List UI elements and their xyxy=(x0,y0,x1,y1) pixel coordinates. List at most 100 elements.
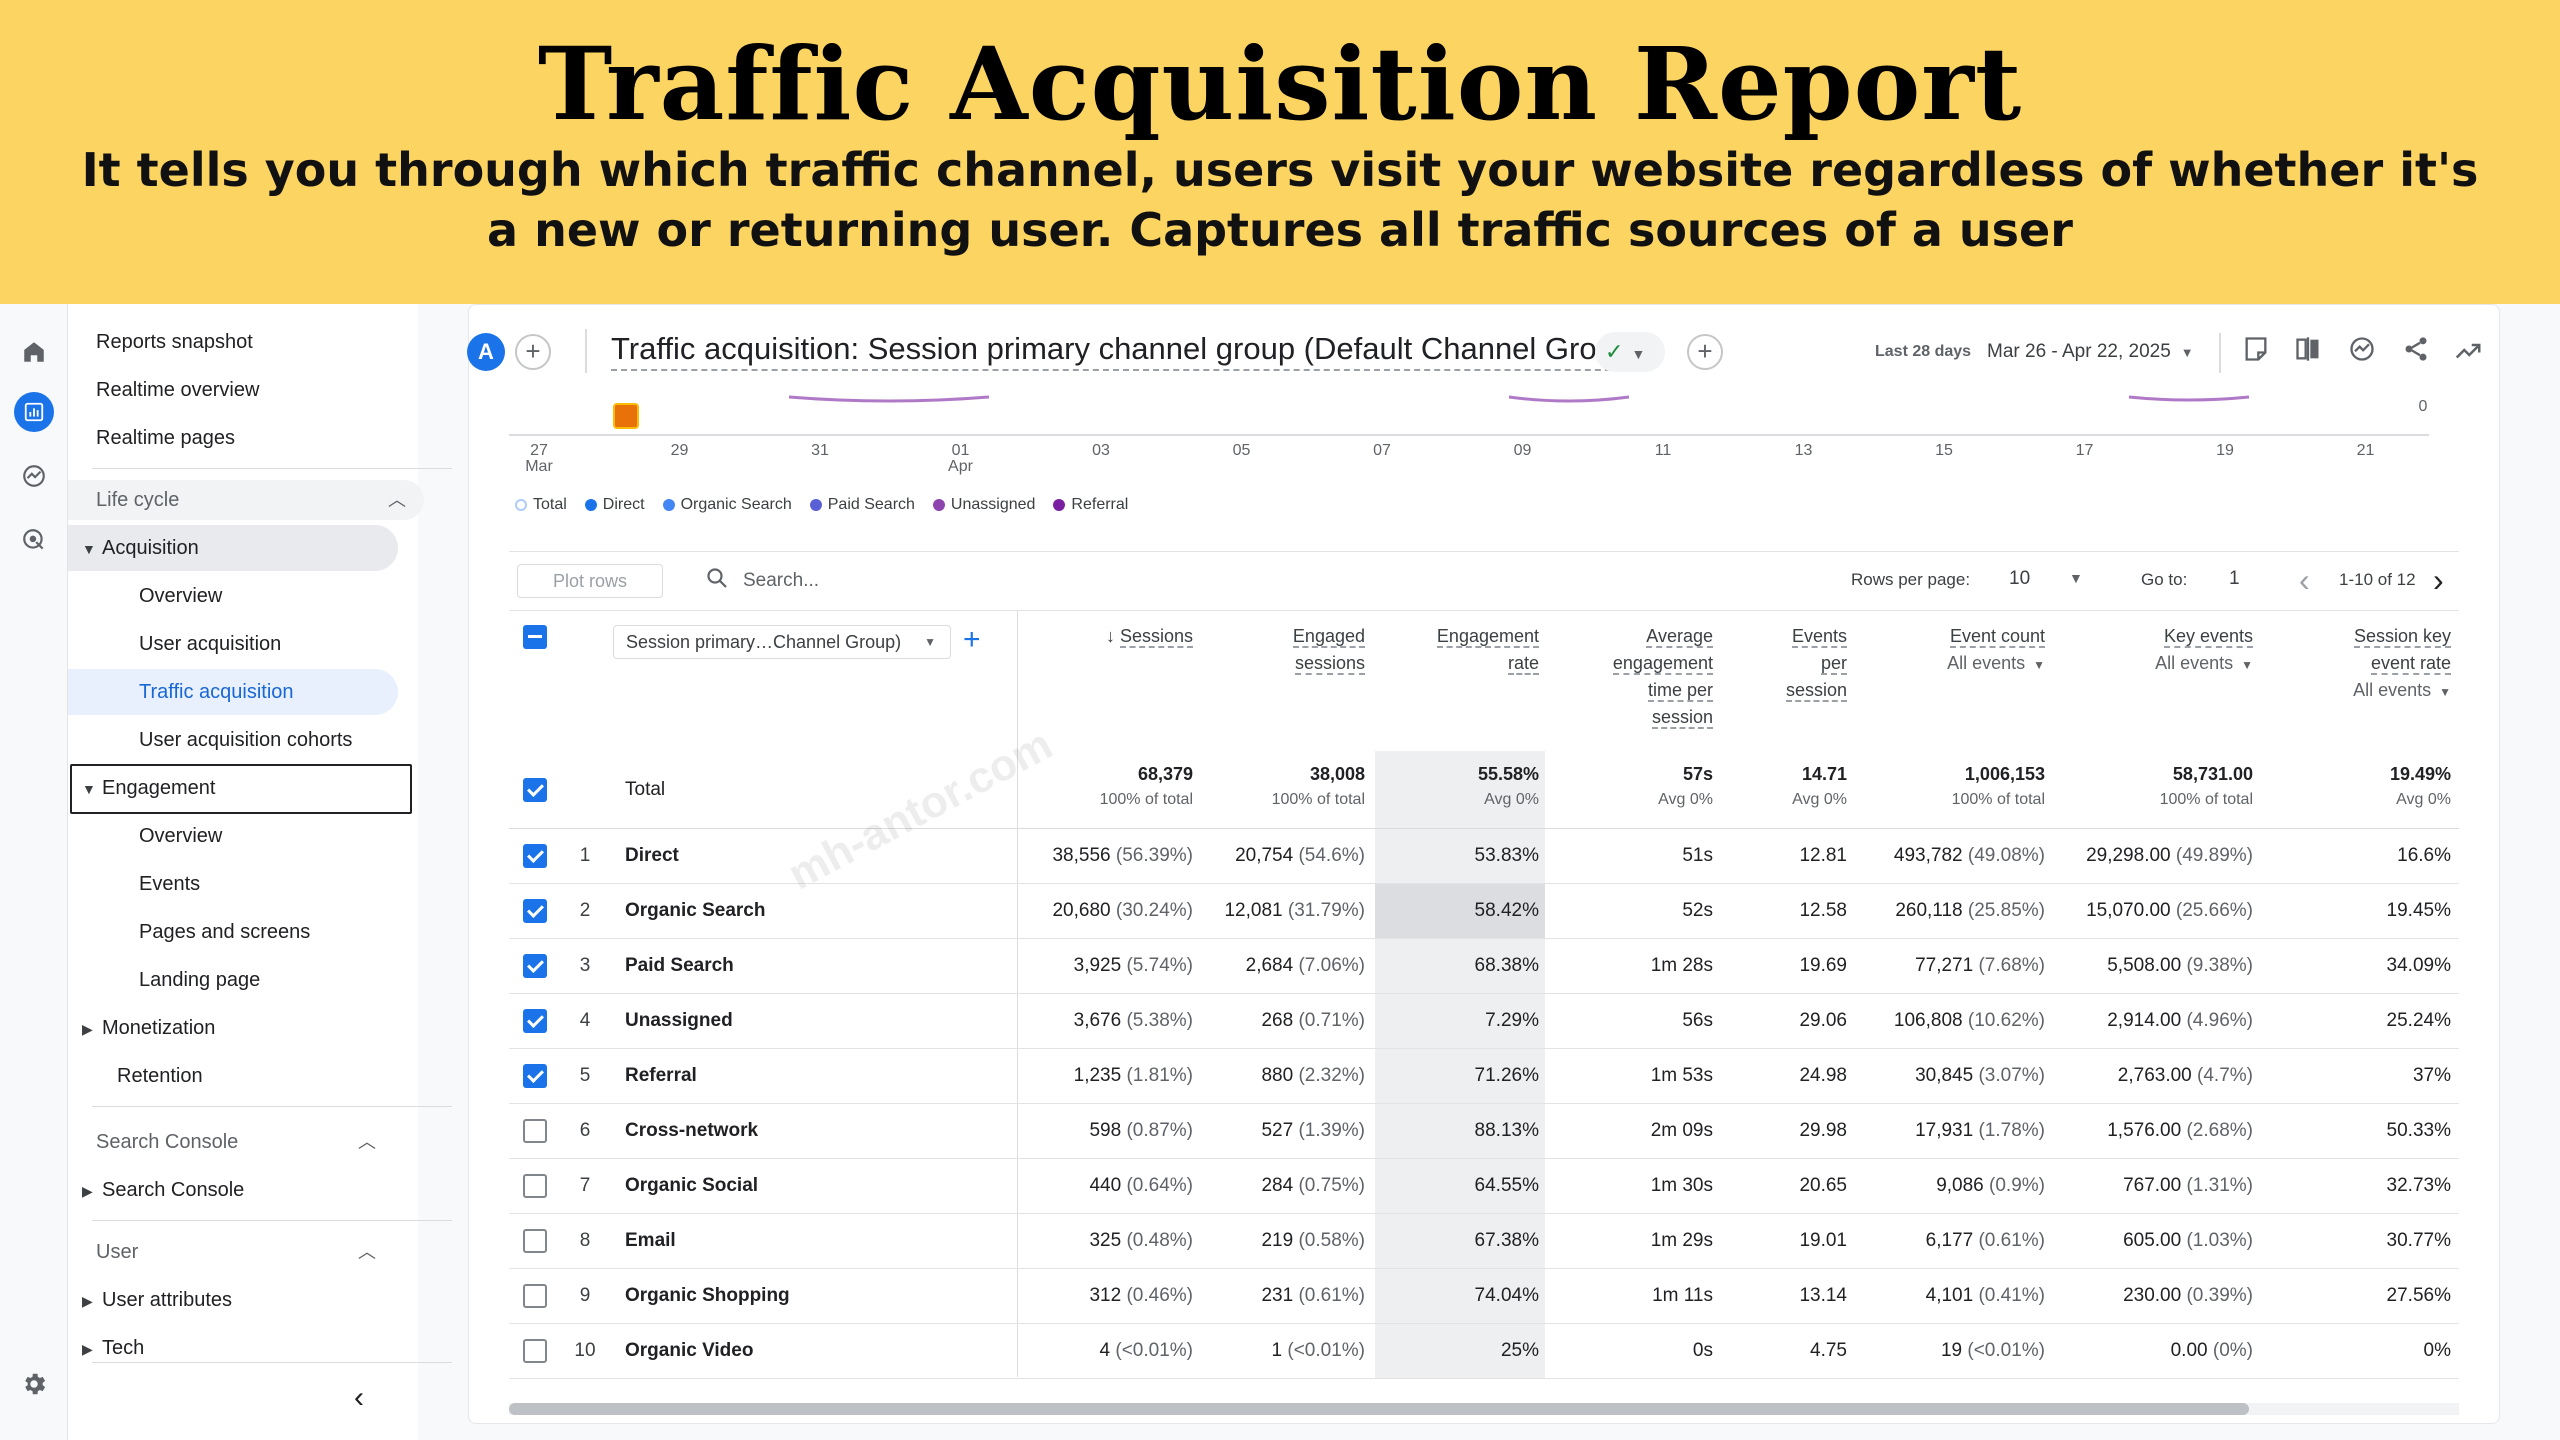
legend-item[interactable]: Paid Search xyxy=(809,496,915,514)
row-channel-name[interactable]: Referral xyxy=(625,1065,697,1086)
table-row[interactable]: 1 Direct 38,556 (56.39%) 20,754 (54.6%) 53.8… xyxy=(509,829,2459,884)
table-row[interactable]: 3 Paid Search 3,925 (5.74%) 2,684 (7.06%) 68… xyxy=(509,939,2459,994)
event-filter-select[interactable]: All events ▼ xyxy=(2353,680,2451,700)
row-channel-name[interactable]: Organic Video xyxy=(625,1340,754,1361)
nav-traffic-acquisition[interactable]: Traffic acquisition xyxy=(139,681,294,703)
legend-item[interactable]: Total xyxy=(515,496,567,514)
table-row[interactable]: 9 Organic Shopping 312 (0.46%) 231 (0.61%) 7… xyxy=(509,1269,2459,1324)
row-channel-name[interactable]: Direct xyxy=(625,845,679,866)
col-session-key-event-rate[interactable]: Session key event rate All events ▼ xyxy=(2261,623,2451,706)
settings-icon[interactable] xyxy=(14,1364,54,1404)
col-engaged-sessions[interactable]: Engaged sessions xyxy=(1205,623,1365,677)
row-channel-name[interactable]: Organic Search xyxy=(625,900,766,921)
table-row[interactable]: 10 Organic Video 4 (<0.01%) 1 (<0.01%) 25% 0s… xyxy=(509,1324,2459,1379)
table-row[interactable]: 5 Referral 1,235 (1.81%) 880 (2.32%) 71.26% 1… xyxy=(509,1049,2459,1104)
row-channel-name[interactable]: Email xyxy=(625,1230,676,1251)
add-comparison-button[interactable]: + xyxy=(515,334,551,370)
customize-report-icon[interactable] xyxy=(2239,335,2273,369)
row-checkbox[interactable] xyxy=(523,1064,547,1088)
col-sessions[interactable]: ↓ Sessions xyxy=(993,623,1193,650)
col-average-engagement-time[interactable]: Average engagement time per session xyxy=(1553,623,1713,731)
col-engagement-rate[interactable]: Engagement rate xyxy=(1379,623,1539,677)
chevron-right-icon[interactable]: › xyxy=(2433,562,2444,598)
nav-realtime-overview[interactable]: Realtime overview xyxy=(96,379,260,401)
nav-engagement-overview[interactable]: Overview xyxy=(139,825,223,847)
chevron-up-icon[interactable]: ︿ xyxy=(358,1132,376,1152)
section-search-console[interactable]: Search Console xyxy=(96,1131,239,1153)
nav-user-attributes[interactable]: ▶ User attributes xyxy=(82,1280,232,1320)
nav-monetization[interactable]: ▶ Monetization xyxy=(82,1008,215,1048)
nav-realtime-pages[interactable]: Realtime pages xyxy=(96,427,235,449)
annotation-icon[interactable] xyxy=(613,403,639,429)
row-channel-name[interactable]: Organic Shopping xyxy=(625,1285,790,1306)
legend-item[interactable]: Referral xyxy=(1053,496,1128,514)
nav-acquisition-overview[interactable]: Overview xyxy=(139,585,223,607)
event-filter-select[interactable]: All events ▼ xyxy=(1947,653,2045,673)
nav-search-console[interactable]: ▶ Search Console xyxy=(82,1170,244,1210)
nav-retention[interactable]: Retention xyxy=(117,1065,203,1087)
nav-user-acquisition[interactable]: User acquisition xyxy=(139,633,282,655)
horizontal-scrollbar-thumb[interactable] xyxy=(509,1403,2249,1415)
date-range-picker[interactable]: Mar 26 - Apr 22, 2025 ▼ xyxy=(1987,341,2194,363)
row-checkbox[interactable] xyxy=(523,1009,547,1033)
comparison-avatar[interactable]: A xyxy=(467,333,505,371)
table-search-input[interactable] xyxy=(743,564,1043,598)
nav-engagement[interactable]: ▼ Engagement xyxy=(82,768,215,808)
share-icon[interactable] xyxy=(2399,335,2433,369)
compare-icon[interactable] xyxy=(2291,335,2325,369)
advertising-icon[interactable] xyxy=(14,520,54,560)
table-row[interactable]: 4 Unassigned 3,676 (5.38%) 268 (0.71%) 7.29%… xyxy=(509,994,2459,1049)
nav-tech[interactable]: ▶ Tech xyxy=(82,1328,144,1358)
insights-icon[interactable] xyxy=(2345,335,2379,369)
home-icon[interactable] xyxy=(14,332,54,372)
plot-rows-button[interactable]: Plot rows xyxy=(517,564,663,598)
reports-icon[interactable] xyxy=(14,392,54,432)
explore-icon[interactable] xyxy=(14,456,54,496)
select-all-checkbox[interactable] xyxy=(523,625,547,649)
table-row[interactable]: 2 Organic Search 20,680 (30.24%) 12,081 (31… xyxy=(509,884,2459,939)
totals-checkbox[interactable] xyxy=(523,778,547,802)
add-dimension-button[interactable]: + xyxy=(963,623,981,656)
report-title[interactable]: Traffic acquisition: Session primary cha… xyxy=(611,331,1642,371)
go-to-input[interactable]: 1 xyxy=(2229,568,2240,589)
section-life-cycle[interactable]: Life cycle ︿ xyxy=(68,480,424,520)
col-events-per-session[interactable]: Events per session xyxy=(1727,623,1847,704)
nav-pages-and-screens[interactable]: Pages and screens xyxy=(139,921,311,943)
table-row[interactable]: 8 Email 325 (0.48%) 219 (0.58%) 67.38% 1m 29s… xyxy=(509,1214,2459,1269)
nav-events[interactable]: Events xyxy=(139,873,201,895)
rows-per-page-select[interactable]: 10 xyxy=(2009,568,2031,589)
table-row[interactable]: 7 Organic Social 440 (0.64%) 284 (0.75%) 64.… xyxy=(509,1159,2459,1214)
caret-down-icon[interactable]: ▼ xyxy=(2069,570,2083,586)
row-checkbox[interactable] xyxy=(523,844,547,868)
table-row[interactable]: 6 Cross-network 598 (0.87%) 527 (1.39%) 88.1… xyxy=(509,1104,2459,1159)
section-user[interactable]: User xyxy=(96,1241,139,1263)
legend-item[interactable]: Direct xyxy=(584,496,645,514)
nav-user-acquisition-cohorts[interactable]: User acquisition cohorts xyxy=(139,729,353,751)
row-channel-name[interactable]: Paid Search xyxy=(625,955,734,976)
row-checkbox[interactable] xyxy=(523,1339,547,1363)
row-checkbox[interactable] xyxy=(523,1284,547,1308)
row-checkbox[interactable] xyxy=(523,1229,547,1253)
row-channel-name[interactable]: Organic Social xyxy=(625,1175,759,1196)
col-key-events[interactable]: Key events All events ▼ xyxy=(2063,623,2253,679)
add-filter-button[interactable]: + xyxy=(1687,334,1723,370)
row-checkbox[interactable] xyxy=(523,954,547,978)
nav-landing-page[interactable]: Landing page xyxy=(139,969,261,991)
report-status-pill[interactable]: ✓ ▼ xyxy=(1595,332,1665,372)
row-channel-name[interactable]: Unassigned xyxy=(625,1010,733,1031)
row-checkbox[interactable] xyxy=(523,899,547,923)
chevron-up-icon[interactable]: ︿ xyxy=(358,1242,376,1262)
col-event-count[interactable]: Event count All events ▼ xyxy=(1855,623,2045,679)
row-checkbox[interactable] xyxy=(523,1174,547,1198)
collapse-nav-icon[interactable]: ‹ xyxy=(354,1381,364,1414)
dimension-select[interactable]: Session primary…Channel Group) ▼ xyxy=(613,625,951,659)
nav-reports-snapshot[interactable]: Reports snapshot xyxy=(96,331,253,353)
chevron-left-icon[interactable]: ‹ xyxy=(2299,562,2310,598)
legend-item[interactable]: Unassigned xyxy=(932,496,1035,514)
legend-item[interactable]: Organic Search xyxy=(662,496,792,514)
row-checkbox[interactable] xyxy=(523,1119,547,1143)
trend-icon[interactable] xyxy=(2451,335,2485,369)
row-channel-name[interactable]: Cross-network xyxy=(625,1120,759,1141)
event-filter-select[interactable]: All events ▼ xyxy=(2155,653,2253,673)
nav-acquisition[interactable]: ▼ Acquisition xyxy=(82,528,199,568)
